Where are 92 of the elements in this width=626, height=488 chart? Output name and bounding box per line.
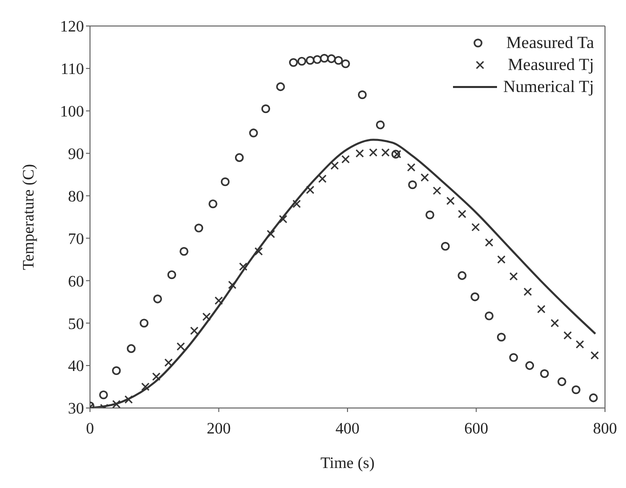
point [278,214,288,224]
x-tick-label: 0 [86,420,94,438]
line-series [90,138,596,408]
point [590,351,599,360]
point [153,294,162,304]
point [327,54,336,64]
point [254,247,263,256]
point [220,177,230,186]
x-tick-label: 200 [206,420,231,438]
point [306,186,314,194]
x-axis-title: Time (s) [320,455,375,472]
point [369,148,378,157]
point [152,372,161,381]
y-tick-label: 110 [60,61,84,78]
point [320,54,329,63]
x-tick-label: 800 [593,420,617,438]
point [426,210,434,220]
point [341,59,350,68]
point [458,210,466,218]
point [525,361,534,370]
point [496,332,506,342]
y-tick-label: 60 [68,273,84,290]
point [540,369,549,378]
point [509,353,518,362]
x-tick-label: 400 [336,420,360,438]
point [446,196,455,206]
point [202,312,211,321]
point [306,56,315,65]
point [484,311,494,320]
y-tick-label: 120 [60,18,84,36]
point [176,342,185,351]
point [140,318,148,328]
point [180,246,188,256]
point [408,180,417,190]
point [167,270,176,280]
point [312,55,322,64]
legend-label: Measured Ta [506,32,594,54]
y-tick-label: 100 [60,104,84,121]
x-tick-label: 600 [464,420,488,438]
point [458,271,466,280]
point [208,199,218,208]
point [589,393,598,402]
point [432,186,442,195]
point [572,385,580,394]
point [276,82,285,92]
point [141,382,150,391]
point [509,272,518,281]
point [420,173,429,182]
point [407,163,416,172]
point [297,56,306,66]
point [334,56,343,65]
point [289,58,298,67]
point [497,255,506,264]
point [440,242,450,251]
y-tick-label: 50 [68,316,84,333]
y-axis-title: Temperature (C) [20,164,38,270]
point [292,200,301,208]
point [358,90,367,100]
point [330,161,339,170]
y-tick-label: 70 [68,230,84,248]
point [484,238,494,247]
point [470,292,480,302]
point [356,149,364,158]
y-tick-label: 80 [68,188,84,206]
point [239,262,248,271]
point [190,326,198,335]
point [524,288,532,296]
point [576,340,584,349]
point [234,153,244,162]
point [214,296,223,305]
y-tick-label: 30 [68,400,84,418]
point [112,400,121,408]
point [126,344,136,353]
point [261,104,270,114]
point [164,358,173,367]
point [550,318,559,328]
y-tick-label: 40 [68,358,84,376]
point [112,366,121,376]
point [471,222,480,232]
point [376,120,385,130]
point [249,128,258,138]
point [194,224,204,232]
legend-label: Numerical Tj [503,76,594,98]
point [318,174,327,183]
point [381,148,390,157]
legend-label: Measured Tj [508,54,594,76]
point [557,377,566,386]
y-tick-label: 90 [68,146,84,164]
point [563,331,572,340]
point [341,155,350,164]
point [99,390,108,400]
point [537,304,546,314]
